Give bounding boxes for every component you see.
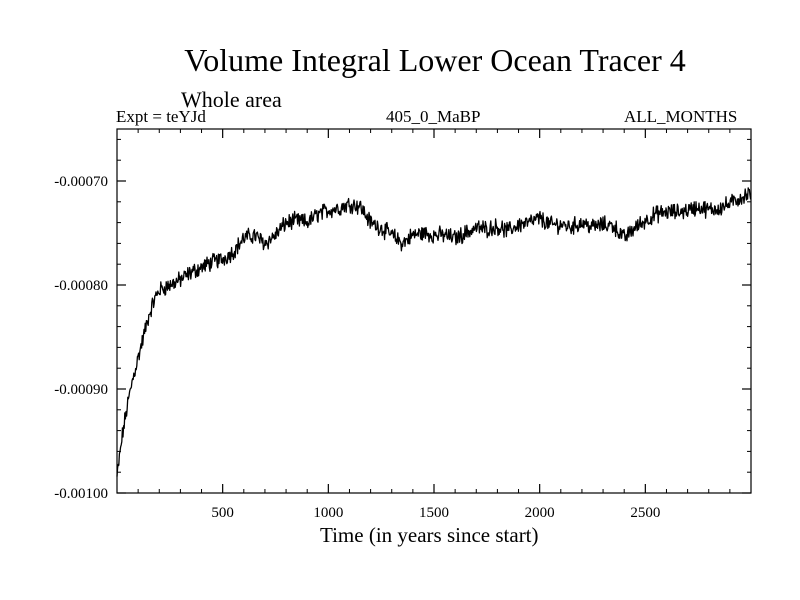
x-tick-label: 1500 [419, 505, 449, 521]
y-tick-label: -0.00080 [54, 278, 108, 294]
x-tick-label: 2500 [630, 505, 660, 521]
period-label: ALL_MONTHS [624, 107, 738, 126]
y-tick-label: -0.00090 [54, 382, 108, 398]
x-tick-label: 1000 [313, 505, 343, 521]
chart-subtitle: Whole area [181, 87, 282, 112]
x-axis-label: Time (in years since start) [320, 523, 539, 547]
y-tick-label: -0.00100 [54, 486, 108, 502]
run-label: 405_0_MaBP [386, 107, 481, 126]
experiment-label: Expt = teYJd [116, 107, 206, 126]
x-tick-label: 500 [211, 505, 234, 521]
chart-title: Volume Integral Lower Ocean Tracer 4 [184, 42, 686, 78]
y-tick-label: -0.00070 [54, 174, 108, 190]
x-tick-label: 2000 [525, 505, 555, 521]
plot-frame [116, 128, 752, 494]
series-line-tracer4 [116, 187, 752, 477]
